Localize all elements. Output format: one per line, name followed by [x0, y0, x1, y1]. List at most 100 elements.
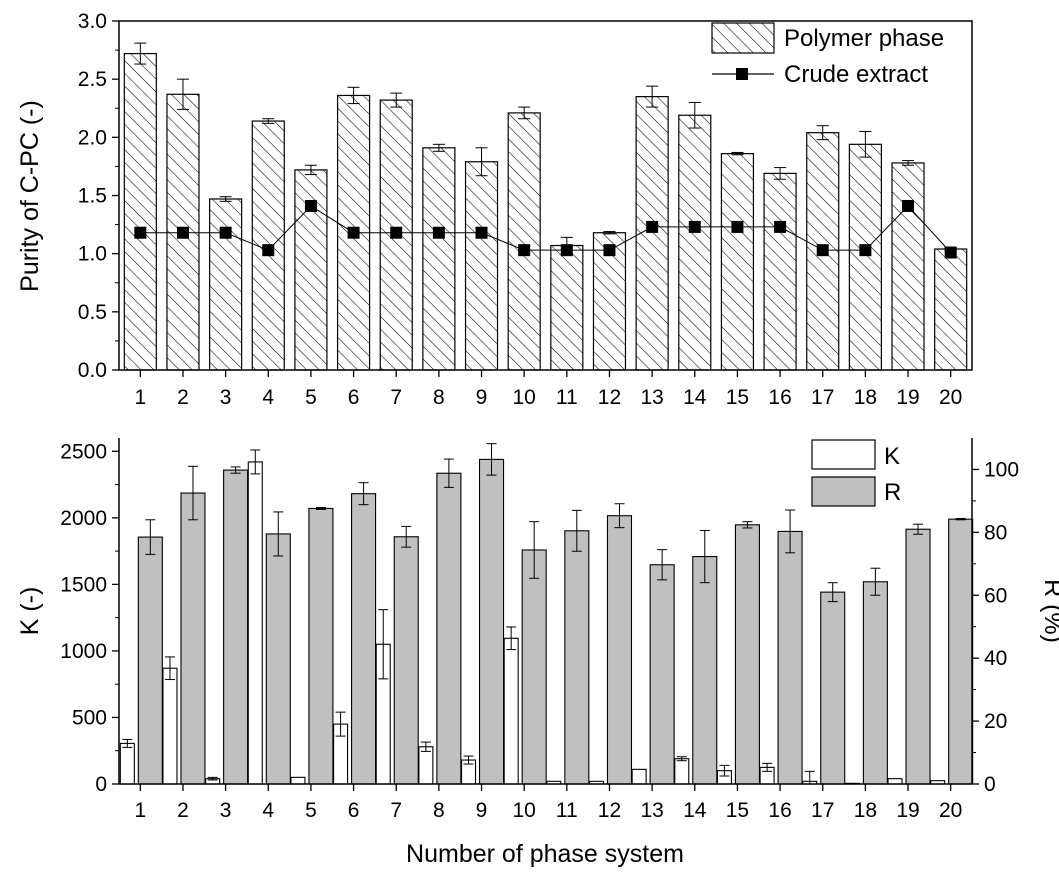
- legend-label-polymer-phase: Polymer phase: [784, 25, 944, 52]
- k-bar: [290, 776, 306, 785]
- kr-x-tick-label: 8: [433, 799, 445, 822]
- purity-x-tick-label: 10: [512, 386, 535, 409]
- r-y-axis: 0 20 40 60 80 100: [972, 458, 1019, 796]
- crude-extract-marker: [774, 220, 787, 233]
- purity-x-tick-label: 15: [726, 386, 749, 409]
- kr-x-tick-label: 2: [177, 799, 189, 822]
- r-y-tick-label: 20: [984, 710, 1007, 733]
- purity-x-tick-label: 3: [220, 386, 232, 409]
- r-bar: [820, 591, 846, 785]
- crude-extract-marker: [219, 226, 232, 239]
- polymer-phase-bar: [848, 143, 882, 371]
- crude-extract-marker: [816, 244, 829, 257]
- polymer-phase-bar: [550, 244, 584, 371]
- purity-y-axis-label: Purity of C-PC (-): [16, 100, 44, 292]
- r-bar: [606, 515, 633, 785]
- polymer-phase-bar: [123, 52, 157, 371]
- purity-x-tick-label: 7: [390, 386, 402, 409]
- k-bar: [418, 746, 434, 785]
- purity-x-tick-label: 11: [556, 386, 578, 409]
- purity-y-tick-label: 2.5: [78, 68, 107, 91]
- legend-label-crude-extract: Crude extract: [784, 61, 928, 88]
- crude-extract-marker: [262, 244, 275, 257]
- crude-extract-marker: [475, 226, 488, 239]
- r-bar: [393, 536, 419, 785]
- purity-y-tick-label: 0.5: [78, 301, 107, 324]
- kr-x-tick-label: 12: [598, 799, 621, 822]
- polymer-phase-bar: [507, 112, 541, 371]
- r-bar: [692, 556, 718, 785]
- crude-extract-marker: [347, 226, 360, 239]
- kr-x-tick-label: 19: [896, 799, 919, 822]
- k-bar: [631, 768, 647, 785]
- kr-x-tick-label: 7: [390, 799, 402, 822]
- r-y-tick-label: 80: [984, 521, 1007, 544]
- purity-x-tick-label: 17: [811, 386, 834, 409]
- purity-x-tick-label: 5: [305, 386, 317, 409]
- purity-x-tick-label: 2: [177, 386, 189, 409]
- kr-x-tick-label: 6: [348, 799, 360, 822]
- polymer-phase-bar: [720, 153, 755, 371]
- purity-x-tick-label: 20: [939, 386, 962, 409]
- r-bar: [777, 530, 803, 785]
- r-bar: [862, 581, 888, 785]
- k-y-tick-label: 500: [72, 706, 107, 729]
- purity-bars: [123, 42, 968, 371]
- crude-extract-marker: [902, 199, 915, 212]
- purity-x-tick-label: 16: [768, 386, 791, 409]
- purity-x-tick-label: 19: [896, 386, 919, 409]
- purity-x-tick-label: 8: [433, 386, 445, 409]
- r-bar: [564, 530, 590, 785]
- k-y-tick-label: 0: [95, 773, 107, 796]
- k-y-tick-label: 2000: [60, 507, 107, 530]
- crude-extract-marker: [859, 244, 872, 257]
- kr-x-axis: 1 2 3 4 5 6 7 8 9 10 11 12 13 14 15 16 17 18 19 20: [134, 784, 962, 822]
- purity-x-axis: 1 2 3 4 5 6 7 8 9 10 11 12 13 14 15 16 17 18 19 20: [134, 370, 962, 409]
- k-y-axis: 0 500 1000 1500 2000 2500: [60, 440, 119, 796]
- polymer-phase-bar: [891, 162, 925, 371]
- purity-y-tick-label: 0.0: [78, 359, 107, 382]
- purity-x-tick-label: 14: [683, 386, 707, 409]
- r-bar: [521, 549, 547, 785]
- r-bar: [180, 492, 206, 785]
- kr-x-tick-label: 13: [640, 799, 663, 822]
- r-bar: [308, 507, 334, 785]
- purity-y-tick-label: 1.5: [78, 185, 107, 208]
- purity-legend: Polymer phase Crude extract: [711, 22, 944, 88]
- kr-x-tick-label: 16: [768, 799, 791, 822]
- r-bar: [734, 524, 760, 785]
- purity-y-tick-label: 2.0: [78, 126, 107, 149]
- purity-x-tick-label: 13: [640, 386, 663, 409]
- k-bar: [674, 758, 690, 785]
- purity-x-tick-label: 6: [348, 386, 360, 409]
- crude-extract-marker: [560, 244, 573, 257]
- crude-extract-marker: [390, 226, 403, 239]
- k-bar: [247, 461, 263, 785]
- polymer-phase-bar: [678, 114, 712, 371]
- polymer-phase-bar: [294, 169, 328, 371]
- polymer-phase-bar: [422, 147, 456, 371]
- r-bar: [351, 493, 377, 785]
- legend-swatch-k: [811, 439, 876, 470]
- kr-x-tick-label: 20: [939, 799, 962, 822]
- k-y-tick-label: 2500: [60, 440, 107, 463]
- polymer-phase-bar: [635, 96, 669, 371]
- k-bar: [887, 778, 903, 785]
- purity-y-tick-label: 3.0: [78, 10, 107, 33]
- purity-x-tick-label: 9: [476, 386, 488, 409]
- k-bar: [503, 637, 519, 785]
- legend-label-k: K: [884, 443, 900, 470]
- kr-x-tick-label: 5: [305, 799, 317, 822]
- r-bar: [905, 528, 931, 785]
- crude-extract-marker: [731, 220, 744, 233]
- crude-extract-marker: [603, 244, 616, 257]
- crude-extract-marker: [134, 226, 147, 239]
- k-y-tick-label: 1000: [60, 640, 107, 663]
- kr-x-tick-label: 11: [556, 799, 578, 822]
- kr-x-tick-label: 10: [512, 799, 535, 822]
- r-bar: [436, 472, 462, 785]
- purity-x-tick-label: 4: [262, 386, 274, 409]
- kr-x-tick-label: 17: [811, 799, 834, 822]
